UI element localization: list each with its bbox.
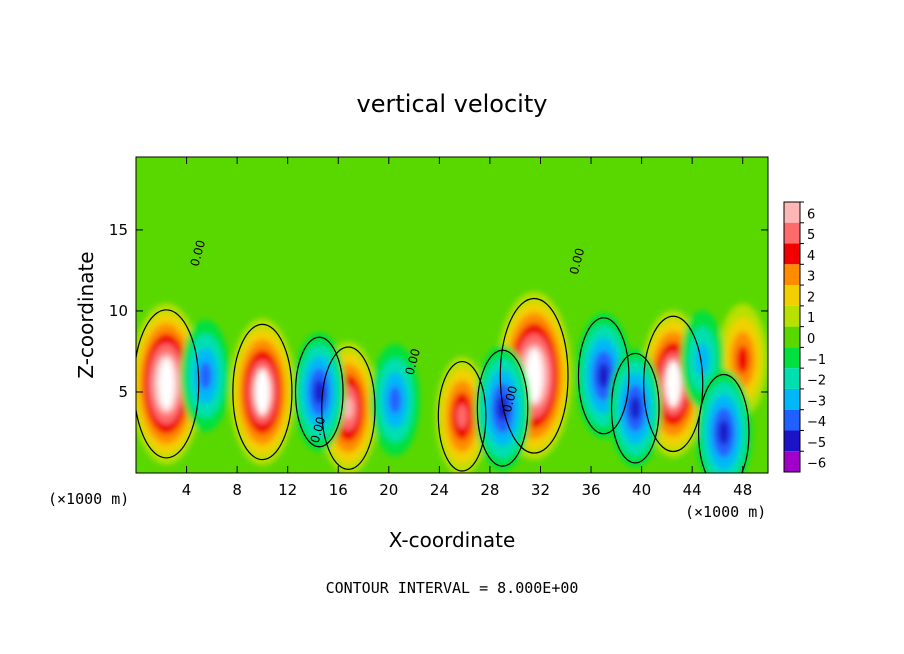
colorbar-swatch-6 <box>784 202 800 223</box>
colorbar-label--1: −1 <box>807 353 826 368</box>
colorbar-label-4: 4 <box>807 249 815 264</box>
colorbar-swatch--1 <box>784 347 800 369</box>
field-level-4 <box>736 345 749 374</box>
downdraft-cell-9 <box>370 344 420 457</box>
x-unit-right: (×1000 m) <box>685 503 766 521</box>
contour-line-3 <box>499 297 569 454</box>
plot-frame <box>135 156 769 474</box>
x-tick-label-32: 32 <box>531 481 550 499</box>
colorbar-swatch-5 <box>784 222 800 244</box>
contour-label-3: 0.00 <box>500 384 520 413</box>
downdraft-cell-12 <box>608 348 662 468</box>
x-axis: 4 8 12 16 20 24 28 32 36 40 44 48 <box>182 157 752 499</box>
contour-label-0: 0.00 <box>188 238 208 267</box>
colorbar-swatch-4 <box>784 243 800 265</box>
x-tick-label-8: 8 <box>232 481 242 499</box>
colorbar-label-6: 6 <box>807 207 815 222</box>
colorbar-label--6: −6 <box>807 457 826 472</box>
colorbar-swatch-3 <box>784 264 800 286</box>
x-tick-label-4: 4 <box>182 481 192 499</box>
colorbar-label-2: 2 <box>807 290 815 305</box>
field-level-5 <box>456 404 468 429</box>
y-tick-label-15: 15 <box>109 221 128 239</box>
contour-line-8 <box>294 336 344 448</box>
contour-line-14 <box>697 373 750 473</box>
colorbar-swatch-1 <box>784 305 800 327</box>
downdraft-cell-8 <box>292 332 346 452</box>
field-level--4 <box>199 361 212 390</box>
colorbar-label-0: 0 <box>807 332 815 347</box>
updraft-cell-5 <box>435 356 489 473</box>
colorbar-swatch--3 <box>784 388 800 410</box>
field-level--5 <box>598 363 610 389</box>
field-level--5 <box>630 396 641 421</box>
y-axis: 5 10 15 <box>109 221 768 401</box>
colorbar-swatch-2 <box>784 285 800 306</box>
contour-interval-note: CONTOUR INTERVAL = 8.000E+00 <box>326 579 579 597</box>
x-tick-label-16: 16 <box>329 481 348 499</box>
colorbar-swatch--2 <box>784 368 800 389</box>
colorbar-label-3: 3 <box>807 270 815 285</box>
updraft-cell-1 <box>229 318 296 466</box>
x-tick-label-36: 36 <box>581 481 600 499</box>
x-tick-label-44: 44 <box>683 481 702 499</box>
contour-label-2: 0.00 <box>403 347 423 376</box>
contour-line-0 <box>136 309 200 459</box>
core-above-range <box>665 360 681 408</box>
x-tick-label-40: 40 <box>632 481 651 499</box>
x-axis-label: X-coordinate <box>389 528 516 552</box>
zero-contours <box>136 297 750 473</box>
core-above-range <box>255 368 270 416</box>
chart-title: vertical velocity <box>357 90 548 118</box>
contour-line-2 <box>321 346 376 470</box>
y-tick-label-5: 5 <box>118 383 128 401</box>
downdraft-cell-7 <box>180 319 231 432</box>
contour-label-4: 0.00 <box>567 247 587 276</box>
colorbar-label--2: −2 <box>807 374 826 389</box>
colorbar-frame <box>783 201 801 473</box>
colorbar-swatch-0 <box>784 326 800 348</box>
y-tick-label-10: 10 <box>109 302 128 320</box>
x-tick-label-24: 24 <box>430 481 449 499</box>
x-unit-left: (×1000 m) <box>48 490 129 508</box>
field-level--5 <box>718 419 730 446</box>
downdraft-cell-10 <box>474 345 531 472</box>
x-tick-label-20: 20 <box>379 481 398 499</box>
colorbar-label--5: −5 <box>807 436 826 451</box>
colorbar-swatch--4 <box>784 409 800 431</box>
contour-line-1 <box>232 323 293 461</box>
contour-line-10 <box>476 349 529 467</box>
core-above-range <box>158 358 175 410</box>
plot-area <box>136 157 768 473</box>
x-tick-label-48: 48 <box>733 481 752 499</box>
colorbar: 6 5 4 3 2 1 0 −1 −2 −3 −4 −5 −6 <box>783 201 826 473</box>
colorbar-swatch--6 <box>784 451 800 472</box>
contour-line-12 <box>610 352 660 464</box>
contour-label-1: 0.00 <box>308 415 328 444</box>
colorbar-label-1: 1 <box>807 311 815 326</box>
colorbar-swatch--5 <box>784 430 800 452</box>
contour-line-11 <box>577 317 630 435</box>
contour-line-4 <box>643 315 704 453</box>
colorbar-label--3: −3 <box>807 394 826 409</box>
field-level--4 <box>388 386 402 415</box>
colorbar-label-5: 5 <box>807 228 815 243</box>
x-tick-label-28: 28 <box>480 481 499 499</box>
core-above-range <box>525 348 543 403</box>
field-level-6 <box>343 397 354 420</box>
downdraft-cell-14 <box>695 369 752 473</box>
updraft-cell-0 <box>136 303 203 465</box>
colorbar-label--4: −4 <box>807 415 826 430</box>
contour-labels: 0.00 0.00 0.00 0.00 0.00 <box>188 238 588 444</box>
x-tick-label-12: 12 <box>278 481 297 499</box>
y-axis-label: Z-coordinate <box>74 251 98 378</box>
contour-line-5 <box>437 360 487 472</box>
